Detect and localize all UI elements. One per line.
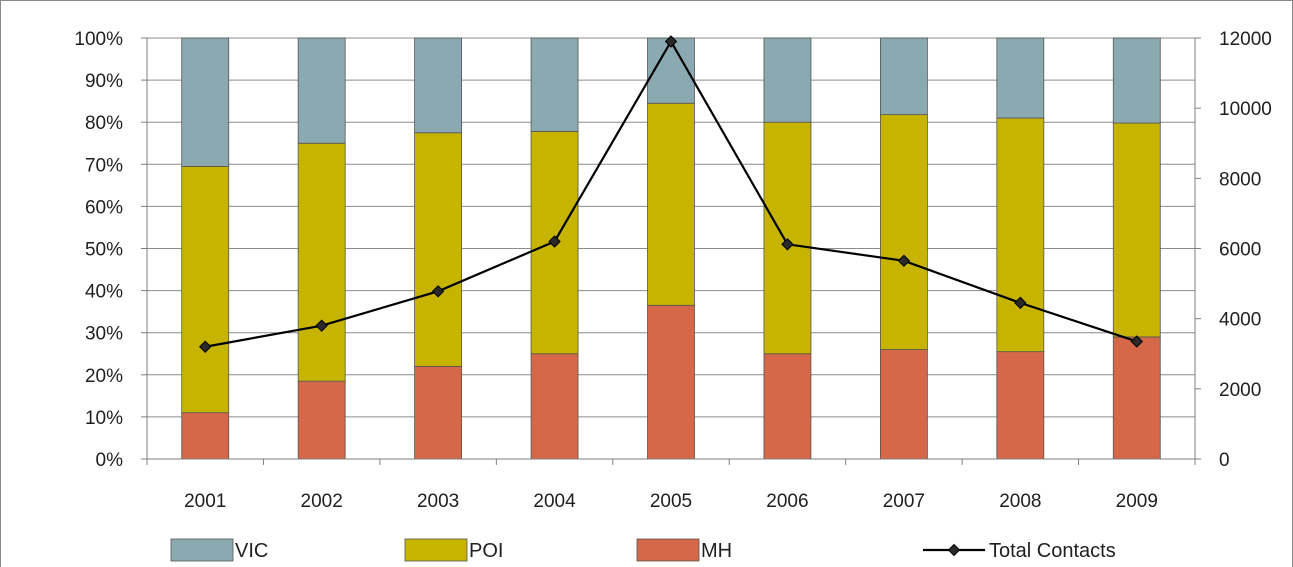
bar-segment-poi xyxy=(181,166,230,414)
y-right-tick-label: 6000 xyxy=(1219,240,1261,261)
bar-segment-poi xyxy=(879,114,928,350)
line-point-marker xyxy=(315,319,328,332)
line-point-marker xyxy=(1130,335,1143,348)
line-point-marker xyxy=(664,35,678,48)
y-right-tick-label: 2000 xyxy=(1219,380,1261,401)
bar-segment-mh xyxy=(879,349,928,460)
legend-swatch xyxy=(636,538,700,562)
bar-segment-mh xyxy=(181,412,230,460)
legend-label: POI xyxy=(469,540,503,562)
bar-segment-vic xyxy=(996,37,1045,119)
y-left-tick-label: 30% xyxy=(85,324,123,345)
x-tick-label: 2008 xyxy=(999,491,1041,512)
line-point-marker xyxy=(781,238,794,251)
bar-segment-poi xyxy=(1112,122,1161,338)
y-left-tick-label: 100% xyxy=(74,29,123,50)
legend-swatch xyxy=(170,538,234,562)
bar-segment-mh xyxy=(530,353,579,460)
bar-segment-mh xyxy=(1112,336,1161,460)
bar-segment-vic xyxy=(879,37,928,116)
y-left-tick-label: 60% xyxy=(85,197,123,218)
bar-segment-poi xyxy=(297,142,346,382)
bar-segment-mh xyxy=(297,380,346,460)
x-tick-label: 2002 xyxy=(301,491,343,512)
y-left-tick-label: 40% xyxy=(85,282,123,303)
bar-segment-mh xyxy=(996,351,1045,460)
x-tick-label: 2003 xyxy=(417,491,459,512)
x-tick-label: 2001 xyxy=(184,491,226,512)
y-right-tick-label: 10000 xyxy=(1219,99,1272,120)
bar-segment-vic xyxy=(414,37,463,134)
legend-item-total-contacts: Total Contacts xyxy=(923,540,1116,562)
legend-item-mh: MH xyxy=(636,538,732,562)
legend-label: Total Contacts xyxy=(989,540,1116,562)
y-left-tick-label: 90% xyxy=(85,71,123,92)
bar-segment-vic xyxy=(530,37,579,132)
y-left-tick-label: 70% xyxy=(85,155,123,176)
bar-segment-vic xyxy=(763,37,812,123)
line-point-marker xyxy=(199,340,212,353)
x-tick-label: 2009 xyxy=(1116,491,1158,512)
bar-segment-mh xyxy=(414,365,463,460)
line-point-marker xyxy=(1014,296,1027,310)
line-point-marker xyxy=(897,254,911,267)
legend: VIC POI MH Total Contacts xyxy=(170,538,1116,562)
y-right-tick-label: 12000 xyxy=(1219,29,1272,50)
bar-segment-poi xyxy=(763,121,812,355)
line-point-marker xyxy=(548,235,561,248)
y-left-tick-label: 0% xyxy=(96,450,124,471)
x-tick-label: 2007 xyxy=(883,491,925,512)
legend-label: VIC xyxy=(235,540,268,562)
x-tick-label: 2004 xyxy=(533,491,576,512)
y-right-tick-label: 0 xyxy=(1219,450,1230,471)
bar-segment-poi xyxy=(414,132,463,367)
legend-item-poi: POI xyxy=(404,538,503,562)
axes xyxy=(141,37,1201,465)
bars xyxy=(181,37,1161,460)
x-tick-label: 2006 xyxy=(766,491,808,512)
legend-label: MH xyxy=(701,540,732,562)
bar-segment-poi xyxy=(647,102,695,306)
bar-segment-poi xyxy=(996,117,1045,353)
bar-segment-vic xyxy=(1112,37,1161,124)
bar-segment-mh xyxy=(647,304,695,460)
y-left-tick-label: 50% xyxy=(85,240,123,261)
bar-segment-vic xyxy=(181,37,230,167)
x-tick-label: 2005 xyxy=(650,491,692,512)
legend-swatch xyxy=(404,538,468,562)
line-point-marker xyxy=(431,285,445,298)
y-left-tick-label: 10% xyxy=(85,408,123,429)
y-right-tick-label: 4000 xyxy=(1219,310,1261,331)
legend-marker-swatch xyxy=(947,543,961,557)
bar-segment-mh xyxy=(763,353,812,460)
y-right-tick-label: 8000 xyxy=(1219,169,1261,190)
legend-item-vic: VIC xyxy=(170,538,268,562)
bar-segment-vic xyxy=(297,37,346,144)
y-left-tick-label: 20% xyxy=(85,366,123,387)
y-left-tick-label: 80% xyxy=(85,113,123,134)
tick-labels: 0% 10% 20% 30% 40% 50% 60% 70% 80% 90% 100% 0 2000 40… xyxy=(74,29,1271,512)
